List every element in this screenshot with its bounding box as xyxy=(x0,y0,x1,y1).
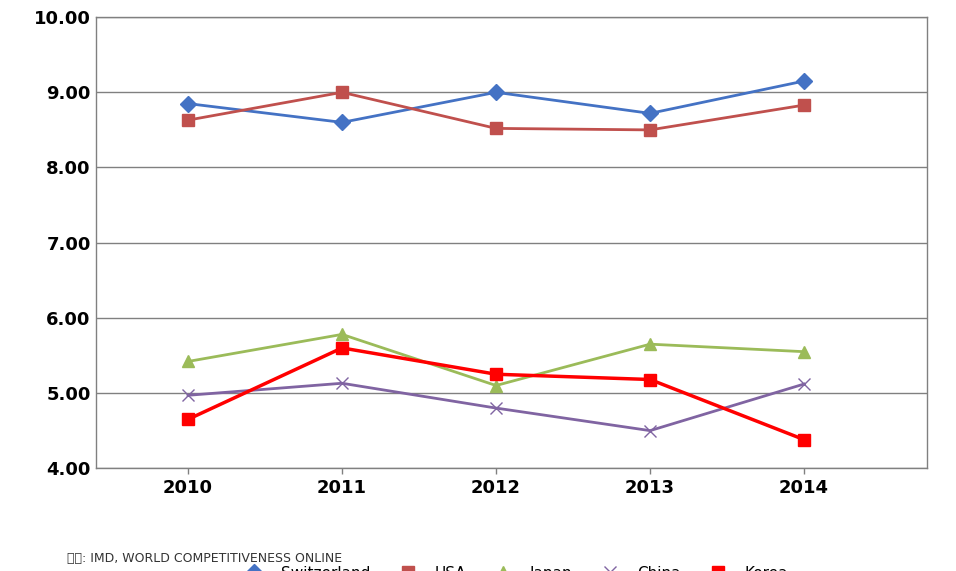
USA xyxy=(490,125,502,132)
Line: China: China xyxy=(182,377,811,437)
Korea xyxy=(644,376,656,383)
Japan xyxy=(183,358,194,365)
Switzerland xyxy=(183,100,194,107)
USA xyxy=(337,89,348,96)
China xyxy=(798,381,810,388)
Switzerland xyxy=(798,78,810,85)
Line: Korea: Korea xyxy=(182,341,811,446)
Line: USA: USA xyxy=(183,87,810,135)
Line: Switzerland: Switzerland xyxy=(183,75,810,128)
Korea xyxy=(490,371,502,377)
Switzerland xyxy=(490,89,502,96)
Korea xyxy=(183,416,194,423)
Japan xyxy=(798,348,810,355)
Line: Japan: Japan xyxy=(183,329,810,391)
Switzerland xyxy=(644,110,656,117)
China xyxy=(183,392,194,399)
USA xyxy=(798,102,810,108)
China xyxy=(337,380,348,387)
China xyxy=(644,427,656,434)
USA xyxy=(644,127,656,134)
Legend: Switzerland, USA, Japan, China, Korea: Switzerland, USA, Japan, China, Korea xyxy=(228,560,794,571)
Korea xyxy=(337,344,348,351)
China xyxy=(490,405,502,412)
Japan xyxy=(644,341,656,348)
Switzerland xyxy=(337,119,348,126)
Text: 출처: IMD, WORLD COMPETITIVENESS ONLINE: 출처: IMD, WORLD COMPETITIVENESS ONLINE xyxy=(67,552,342,565)
Korea xyxy=(798,436,810,443)
Japan xyxy=(490,382,502,389)
USA xyxy=(183,116,194,123)
Japan xyxy=(337,331,348,338)
